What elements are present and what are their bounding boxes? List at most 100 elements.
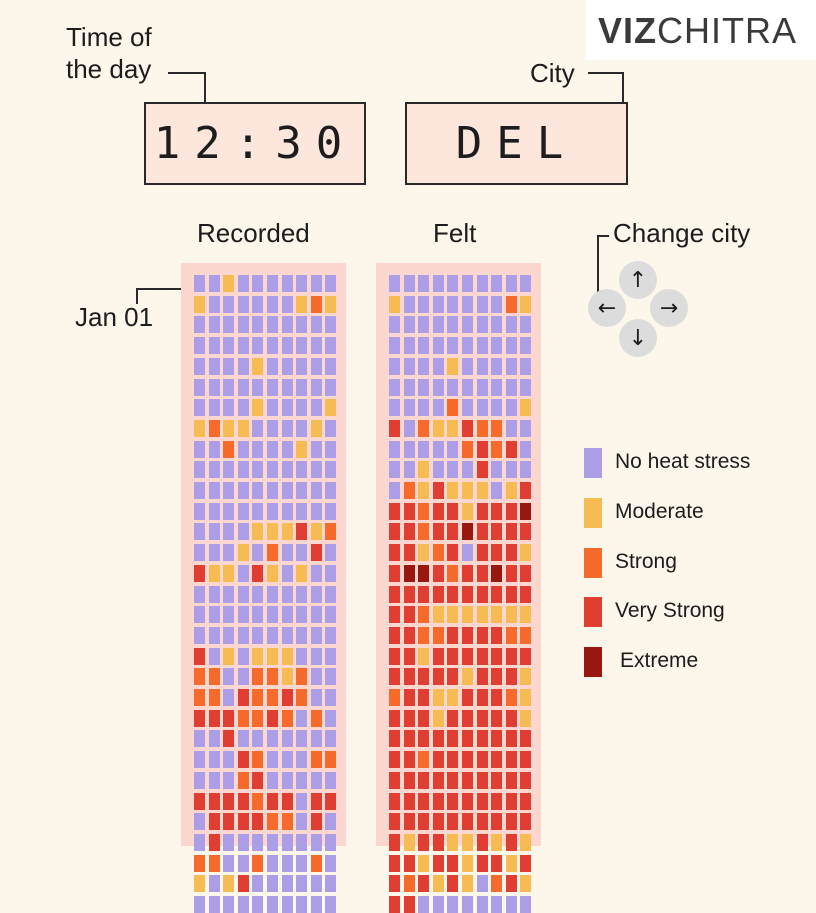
felt-cell bbox=[418, 896, 430, 913]
felt-cell bbox=[403, 854, 415, 872]
recorded-cell bbox=[296, 544, 308, 562]
felt-cell bbox=[476, 316, 488, 334]
recorded-cell bbox=[194, 399, 205, 417]
recorded-cell bbox=[194, 295, 205, 313]
felt-cell bbox=[389, 564, 400, 582]
felt-cell bbox=[476, 461, 488, 479]
recorded-cell bbox=[310, 337, 322, 355]
felt-cell bbox=[462, 440, 473, 458]
arrow-right-button[interactable]: → bbox=[650, 289, 688, 327]
felt-cell bbox=[491, 833, 503, 851]
recorded-cell bbox=[252, 523, 264, 541]
felt-cell bbox=[520, 585, 532, 603]
felt-cell bbox=[432, 523, 444, 541]
felt-cell bbox=[418, 585, 430, 603]
felt-cell bbox=[491, 771, 503, 789]
time-display[interactable]: 12:30 bbox=[144, 102, 366, 185]
recorded-cell bbox=[267, 357, 278, 375]
felt-cell bbox=[476, 440, 488, 458]
legend-swatch bbox=[584, 498, 602, 528]
felt-cell bbox=[403, 275, 415, 292]
felt-cell bbox=[389, 544, 400, 562]
felt-cell bbox=[432, 751, 444, 769]
felt-cell bbox=[418, 751, 430, 769]
recorded-cell bbox=[237, 399, 249, 417]
felt-cell bbox=[520, 337, 532, 355]
recorded-cell bbox=[267, 523, 278, 541]
recorded-cell bbox=[281, 668, 293, 686]
felt-cell bbox=[389, 523, 400, 541]
arrow-down-button[interactable]: ↓ bbox=[619, 319, 657, 357]
recorded-cell bbox=[194, 564, 205, 582]
recorded-cell bbox=[267, 378, 278, 396]
recorded-title: Recorded bbox=[197, 218, 310, 248]
recorded-cell bbox=[325, 668, 337, 686]
felt-cell bbox=[505, 751, 517, 769]
legend-label: No heat stress bbox=[615, 450, 751, 473]
recorded-cell bbox=[267, 626, 278, 644]
city-display[interactable]: DEL bbox=[405, 102, 628, 185]
felt-cell bbox=[389, 440, 400, 458]
recorded-cell bbox=[310, 523, 322, 541]
recorded-cell bbox=[252, 896, 264, 913]
recorded-cell bbox=[194, 730, 205, 748]
felt-cell bbox=[520, 668, 532, 686]
recorded-cell bbox=[208, 854, 220, 872]
recorded-cell bbox=[237, 523, 249, 541]
change-city-label: Change city bbox=[613, 218, 751, 248]
arrow-up-button[interactable]: ↑ bbox=[619, 261, 657, 299]
arrow-left-button[interactable]: ← bbox=[588, 289, 626, 327]
felt-cell bbox=[520, 399, 532, 417]
felt-cell bbox=[491, 316, 503, 334]
recorded-cell bbox=[237, 378, 249, 396]
recorded-cell bbox=[237, 295, 249, 313]
recorded-cell bbox=[237, 771, 249, 789]
recorded-cell bbox=[252, 482, 264, 499]
legend-label: Very Strong bbox=[615, 599, 725, 622]
recorded-cell bbox=[281, 275, 293, 292]
felt-cell bbox=[462, 419, 473, 437]
recorded-cell bbox=[325, 337, 337, 355]
felt-cell bbox=[418, 626, 430, 644]
felt-cell bbox=[505, 647, 517, 665]
recorded-cell bbox=[208, 316, 220, 334]
felt-cell bbox=[389, 875, 400, 893]
felt-cell bbox=[476, 647, 488, 665]
felt-cell bbox=[418, 709, 430, 727]
legend-label: Moderate bbox=[615, 500, 704, 523]
recorded-cell bbox=[267, 896, 278, 913]
recorded-cell bbox=[296, 606, 308, 624]
felt-cell bbox=[389, 482, 400, 499]
recorded-cell bbox=[310, 357, 322, 375]
arrow-right-icon: → bbox=[659, 295, 679, 321]
recorded-cell bbox=[267, 564, 278, 582]
felt-cell bbox=[447, 440, 459, 458]
recorded-cell bbox=[281, 647, 293, 665]
felt-cell bbox=[462, 544, 473, 562]
recorded-cell bbox=[223, 833, 235, 851]
felt-cell bbox=[491, 751, 503, 769]
felt-cell bbox=[520, 419, 532, 437]
felt-cell bbox=[447, 461, 459, 479]
felt-cell bbox=[432, 709, 444, 727]
recorded-cell bbox=[281, 833, 293, 851]
felt-cell bbox=[403, 771, 415, 789]
felt-cell bbox=[403, 544, 415, 562]
recorded-cell bbox=[208, 399, 220, 417]
felt-cell bbox=[476, 523, 488, 541]
felt-cell bbox=[418, 440, 430, 458]
felt-cell bbox=[520, 626, 532, 644]
recorded-cell bbox=[208, 896, 220, 913]
felt-cell bbox=[520, 564, 532, 582]
recorded-cell bbox=[281, 875, 293, 893]
recorded-cell bbox=[281, 357, 293, 375]
recorded-cell bbox=[325, 357, 337, 375]
recorded-cell bbox=[237, 813, 249, 831]
felt-cell bbox=[476, 502, 488, 520]
recorded-cell bbox=[252, 337, 264, 355]
felt-cell bbox=[462, 337, 473, 355]
felt-cell bbox=[418, 295, 430, 313]
recorded-cell bbox=[237, 833, 249, 851]
felt-cell bbox=[462, 792, 473, 810]
felt-cell bbox=[403, 295, 415, 313]
